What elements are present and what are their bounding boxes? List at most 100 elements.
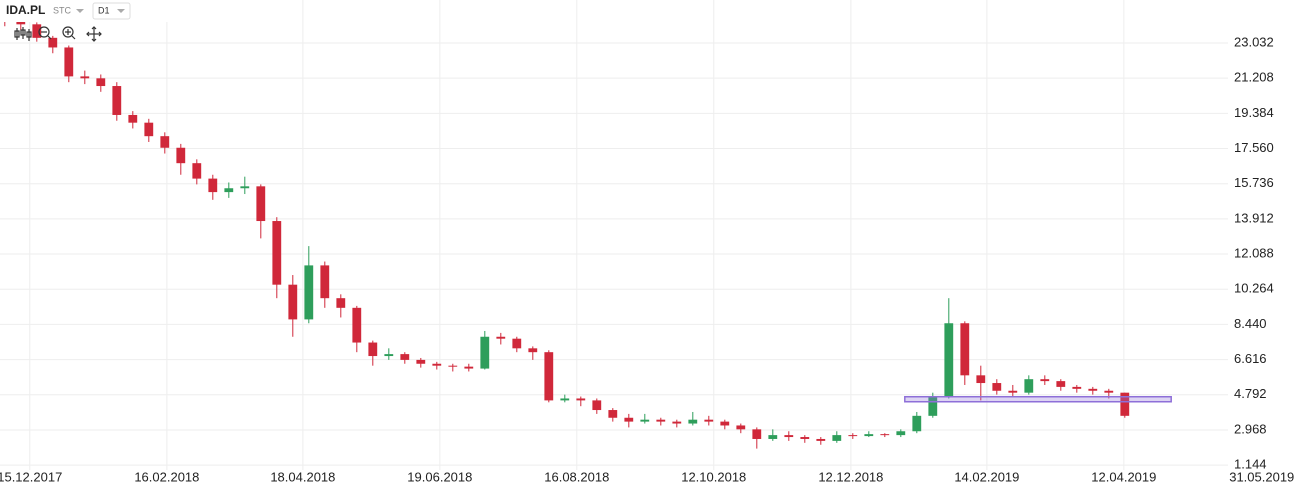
candle-body xyxy=(368,342,378,357)
candle-body xyxy=(160,136,170,148)
candle-body xyxy=(64,47,74,77)
candle-body xyxy=(512,338,522,349)
candle-body xyxy=(688,419,698,424)
candle-body xyxy=(432,363,442,366)
candle-body xyxy=(1088,388,1098,391)
dropdown-arrow[interactable] xyxy=(117,9,125,13)
candle-body xyxy=(192,163,202,179)
candle-body xyxy=(96,78,106,87)
candle-body xyxy=(720,421,730,426)
candle-body xyxy=(816,438,826,441)
y-tick-label: 17.560 xyxy=(1234,140,1274,155)
candle-body xyxy=(256,186,266,222)
x-tick-label: 12.12.2018 xyxy=(818,469,883,484)
candle-body xyxy=(848,435,858,437)
candle-body xyxy=(128,114,138,123)
candle-body xyxy=(240,186,250,189)
candle-body xyxy=(624,417,634,422)
candle-body xyxy=(704,419,714,422)
candle-body xyxy=(400,354,410,360)
candle-body xyxy=(960,323,970,376)
zoom-in-button[interactable] xyxy=(62,26,76,40)
y-tick-label: 13.912 xyxy=(1234,210,1274,225)
plot xyxy=(0,10,1172,449)
candle-body xyxy=(976,375,986,384)
y-tick-label: 2.968 xyxy=(1234,421,1267,436)
candle-body xyxy=(1056,381,1066,387)
candle-body xyxy=(608,410,618,418)
zoom-out-button[interactable] xyxy=(38,26,52,40)
candle-body xyxy=(592,400,602,411)
candle-body xyxy=(352,307,362,343)
y-tick-label: 19.384 xyxy=(1234,105,1274,120)
candle-body xyxy=(304,265,314,320)
candle-body xyxy=(944,323,954,397)
candle-body xyxy=(528,348,538,353)
candle-body xyxy=(864,434,874,437)
grid xyxy=(0,0,1228,470)
chart-type-button[interactable] xyxy=(14,27,32,41)
candle-body xyxy=(224,188,234,193)
candle-body xyxy=(336,298,346,308)
candle-body xyxy=(912,415,922,432)
timeframe-label[interactable]: D1 xyxy=(98,5,110,15)
candle-body xyxy=(544,352,554,401)
x-tick-label: 18.04.2018 xyxy=(270,469,335,484)
pan-button[interactable] xyxy=(86,26,102,42)
candle-body xyxy=(208,178,218,193)
candle-body xyxy=(672,421,682,424)
mode-label[interactable]: STC xyxy=(53,5,72,15)
candle-body xyxy=(752,429,762,439)
candle-body xyxy=(928,396,938,416)
y-tick-label: 1.144 xyxy=(1234,457,1267,472)
y-tick-label: 12.088 xyxy=(1234,245,1274,260)
x-tick-label: 12.10.2018 xyxy=(681,469,746,484)
candle-body xyxy=(800,437,810,439)
candle-body xyxy=(656,419,666,422)
y-tick-label: 6.616 xyxy=(1234,351,1267,366)
candle-body xyxy=(1024,379,1034,393)
x-tick-label: 14.02.2019 xyxy=(954,469,1019,484)
y-tick-label: 23.032 xyxy=(1234,34,1274,49)
candle-body xyxy=(320,265,330,299)
candle-body xyxy=(576,398,586,401)
candle-body xyxy=(384,354,394,357)
dropdown-arrow[interactable] xyxy=(76,9,84,13)
candle-body xyxy=(736,425,746,430)
candle-body xyxy=(1104,390,1114,393)
y-tick-label: 15.736 xyxy=(1234,175,1274,190)
x-tick-label: 15.12.2017 xyxy=(0,469,62,484)
axes: 1.144 2.968 4.792 6.616 8.440 10.264 12.088 13.… xyxy=(0,34,1294,484)
y-tick-label: 10.264 xyxy=(1234,281,1274,296)
candle-body xyxy=(16,20,26,25)
timeframe-dropdown[interactable]: D1 xyxy=(92,2,131,20)
candle-body xyxy=(896,431,906,436)
y-tick-label: 21.208 xyxy=(1234,70,1274,85)
mode-dropdown[interactable]: STC xyxy=(53,5,84,15)
x-tick-label: 16.02.2018 xyxy=(134,469,199,484)
candle-body xyxy=(48,37,58,48)
candle-body xyxy=(784,435,794,438)
candle-body xyxy=(640,419,650,422)
x-tick-label: 12.04.2019 xyxy=(1091,469,1156,484)
price-zone xyxy=(904,395,1172,403)
candle-body xyxy=(1120,392,1130,416)
candle-body xyxy=(464,366,474,369)
candle-body xyxy=(1040,379,1050,382)
candle-body xyxy=(80,76,90,79)
candle-body xyxy=(768,435,778,439)
candle-body xyxy=(112,86,122,115)
candle-body xyxy=(448,365,458,367)
x-tick-label: 31.05.2019 xyxy=(1229,469,1294,484)
candle-body xyxy=(1072,386,1082,389)
timeframe-box[interactable] xyxy=(92,2,131,20)
y-tick-label: 4.792 xyxy=(1234,386,1267,401)
symbol: IDA.PL xyxy=(6,3,45,17)
toolbar xyxy=(14,26,102,42)
x-tick-label: 16.08.2018 xyxy=(544,469,609,484)
candle-body xyxy=(32,24,42,38)
candle-body xyxy=(272,221,282,285)
candle-body xyxy=(880,434,890,436)
